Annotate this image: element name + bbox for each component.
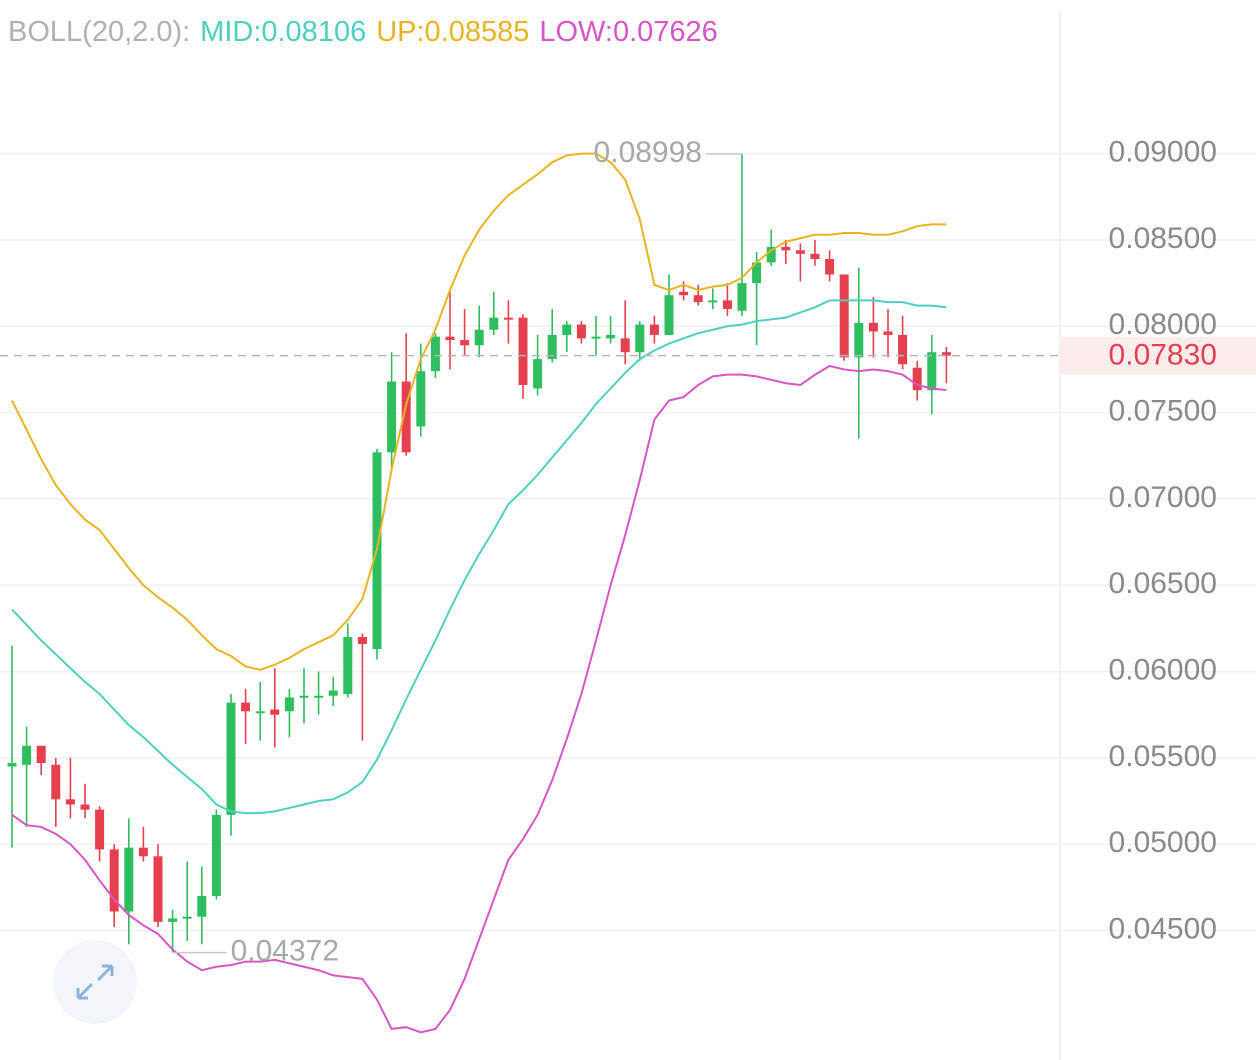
candle-body — [65, 799, 75, 805]
candle-body — [518, 317, 528, 385]
band-line — [11, 364, 947, 1034]
candle-body — [211, 814, 221, 896]
expand-button[interactable] — [53, 940, 137, 1024]
candle-body — [357, 637, 367, 644]
candle-body — [270, 709, 280, 715]
candle-body — [241, 702, 251, 712]
candle-body — [226, 702, 236, 815]
candle-body — [387, 381, 397, 453]
candle-body — [591, 336, 601, 339]
y-tick-label: 0.06500 — [1109, 567, 1217, 600]
candle-body — [284, 697, 294, 712]
last-price-label: 0.07830 — [1109, 339, 1217, 372]
expand-icon — [76, 964, 114, 1000]
candle-body — [460, 340, 470, 346]
max-annotation: 0.08998 — [594, 136, 702, 169]
band-line — [11, 299, 947, 815]
indicator-label: BOLL(20,2.0): — [8, 16, 191, 48]
legend-entry: UP:0.08585 — [376, 16, 530, 48]
min-annotation: 0.04372 — [231, 935, 339, 968]
candle-body — [109, 849, 119, 912]
candle-body — [153, 856, 163, 922]
y-tick-label: 0.07000 — [1109, 481, 1217, 514]
candle-body — [124, 847, 134, 912]
y-tick-label: 0.08000 — [1109, 308, 1217, 341]
candle-body — [912, 367, 922, 391]
candle-body — [299, 695, 309, 698]
y-tick-label: 0.07500 — [1109, 395, 1217, 428]
candle-body — [781, 246, 791, 251]
candle-body — [80, 804, 90, 810]
candle-body — [649, 324, 659, 335]
y-tick-label: 0.08500 — [1109, 222, 1217, 255]
y-tick-label: 0.09000 — [1109, 136, 1217, 169]
candle-body — [562, 324, 572, 335]
candle-body — [547, 334, 557, 360]
candle-body — [752, 262, 762, 284]
candle-body — [620, 338, 630, 353]
candle-body — [664, 295, 674, 335]
candle-body — [679, 291, 689, 296]
candle-body — [766, 246, 776, 263]
candle-body — [576, 324, 586, 339]
candle-body — [255, 711, 265, 714]
candle-body — [635, 324, 645, 353]
candle-body — [489, 317, 499, 330]
candle-body — [898, 334, 908, 365]
candle-body — [533, 359, 543, 389]
candle-body — [825, 258, 835, 275]
y-tick-label: 0.05500 — [1109, 740, 1217, 773]
candle-body — [328, 690, 338, 696]
candle-body — [7, 763, 17, 767]
last-price-tag — [1060, 336, 1256, 375]
candle-body — [737, 283, 747, 311]
candle-body — [401, 381, 411, 453]
candle-body — [36, 745, 46, 764]
candle-body — [22, 745, 32, 765]
candle-body — [474, 329, 484, 346]
candle-body — [138, 847, 148, 857]
candle-body — [927, 352, 937, 391]
candle-body — [606, 334, 616, 339]
candle-body — [883, 331, 893, 335]
candle-body — [51, 764, 61, 800]
candle-body — [795, 250, 805, 254]
candle-body — [722, 300, 732, 310]
legend-entry: MID:0.08106 — [200, 16, 367, 48]
y-tick-label: 0.04500 — [1109, 912, 1217, 945]
y-tick-label: 0.05000 — [1109, 826, 1217, 859]
candle-body — [95, 809, 105, 850]
candle-body — [868, 322, 878, 332]
candle-body — [708, 300, 718, 303]
candle-body — [416, 371, 426, 427]
candle-body — [693, 295, 703, 303]
candle-body — [839, 274, 849, 358]
candle-body — [810, 253, 820, 259]
candle-body — [430, 336, 440, 372]
candle-body — [941, 352, 951, 356]
band-line — [11, 152, 947, 671]
candle-body — [343, 637, 353, 695]
legend-entry: LOW:0.07626 — [539, 16, 718, 48]
candle-body — [197, 895, 207, 917]
candle-body — [445, 336, 455, 341]
legend: BOLL(20,2.0): MID:0.08106 UP:0.08585 LOW:0… — [8, 16, 718, 49]
candle-body — [182, 916, 192, 919]
candle-body — [854, 322, 864, 358]
candle-body — [168, 918, 178, 922]
candle-body — [314, 695, 324, 698]
y-tick-label: 0.06000 — [1109, 653, 1217, 686]
candle-body — [503, 317, 513, 320]
